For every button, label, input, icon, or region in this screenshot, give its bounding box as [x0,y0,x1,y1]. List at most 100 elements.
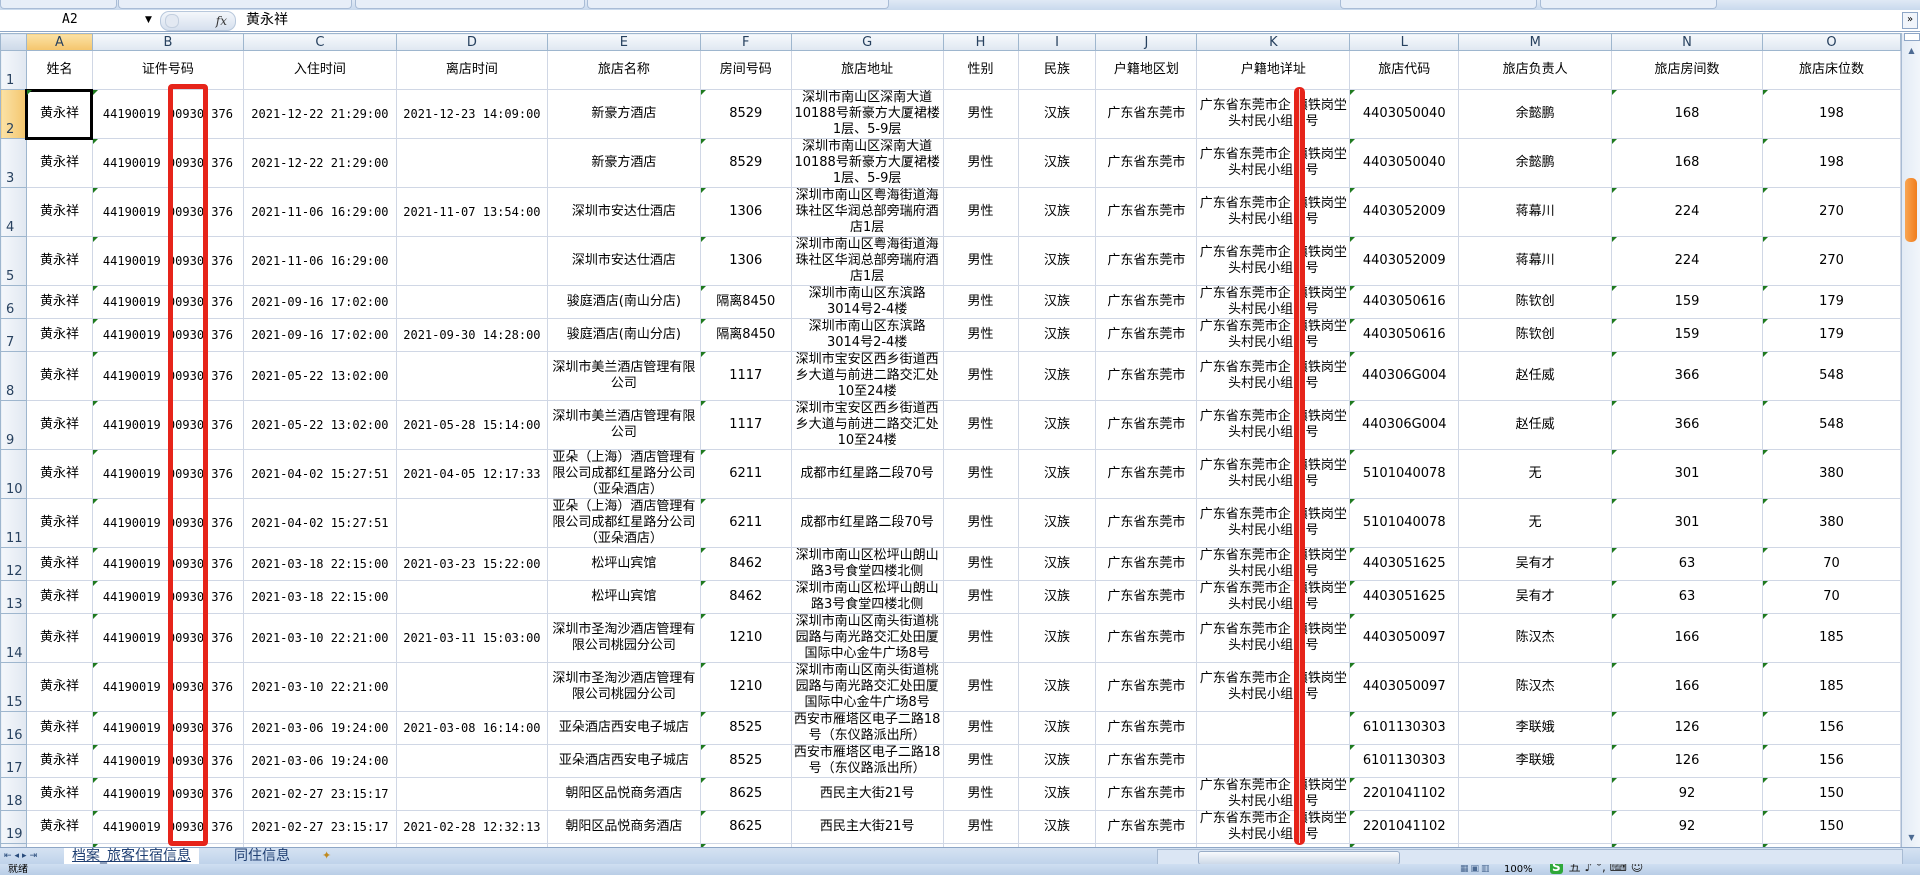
cell-n[interactable]: 166 [1611,662,1763,712]
cell-l[interactable]: 5101040078 [1349,498,1460,548]
cell-e[interactable]: 朝阳区品悦商务酒店 [546,777,701,811]
row-header[interactable]: 16 [0,711,27,745]
cell-a[interactable]: 黄永祥 [25,285,93,319]
cell-g[interactable]: 深圳市南山区粤海街道海珠社区华润总部旁瑞府酒店1层 [790,187,944,237]
column-header[interactable]: A [25,33,93,51]
cell-f[interactable]: 8525 [699,711,792,745]
row-header[interactable]: 6 [0,285,27,319]
cell-b[interactable]: 44190019 00930 376 [91,547,244,581]
row-header[interactable]: 3 [0,138,27,188]
cell-k[interactable]: 广东省东莞市企 镇铁岗坣头村民小组 0号 [1196,547,1351,581]
cell-o[interactable]: 548 [1761,351,1901,401]
column-title-cell[interactable]: 证件号码 [91,50,244,90]
cell-m[interactable]: 吴有才 [1458,547,1613,581]
column-header[interactable]: G [790,33,944,51]
cell-k[interactable] [1196,744,1351,778]
cell-a[interactable]: 黄永祥 [25,351,93,401]
cell-a[interactable]: 黄永祥 [25,138,93,188]
cell-m[interactable]: 吴有才 [1458,580,1613,614]
cell-i[interactable]: 汉族 [1017,662,1097,712]
cell-f[interactable]: 1306 [699,187,792,237]
cell-g[interactable]: 西民主大街21号 [790,777,944,811]
cell-l[interactable]: 4403052009 [1349,187,1460,237]
cell-k[interactable]: 广东省东莞市企 镇铁岗坣头村民小组 0号 [1196,285,1351,319]
row-header[interactable]: 18 [0,777,27,811]
formula-cancel-icon[interactable] [165,14,179,28]
cell-k[interactable]: 广东省东莞市企 镇铁岗坣头村民小组 0号 [1196,318,1351,352]
cell-f[interactable]: 8462 [699,547,792,581]
cell-c[interactable]: 2021-05-22 13:02:00 [242,400,397,450]
cell-g[interactable]: 成都市红星路二段70号 [790,498,944,548]
cell-i[interactable]: 汉族 [1017,777,1097,811]
cell-l[interactable]: 6101130303 [1349,711,1460,745]
cell-o[interactable]: 380 [1761,449,1901,499]
cell-i[interactable]: 汉族 [1017,613,1097,663]
cell-m[interactable]: 无 [1458,449,1613,499]
cell-c[interactable]: 2021-09-16 17:02:00 [242,318,397,352]
cell-g[interactable]: 成都市红星路二段70号 [790,449,944,499]
cell-h[interactable]: 男性 [942,138,1019,188]
cell-b[interactable]: 44190019 00930 376 [91,810,244,844]
cell-c[interactable]: 2021-11-06 16:29:00 [242,236,397,286]
cell-i[interactable]: 汉族 [1017,810,1097,844]
cell-m[interactable]: 陈钦创 [1458,318,1613,352]
cell-n[interactable]: 63 [1611,580,1763,614]
cell-n[interactable]: 224 [1611,187,1763,237]
column-header[interactable]: H [942,33,1019,51]
column-header[interactable]: B [91,33,244,51]
cell-g[interactable]: 深圳市南山区东滨路3014号2-4楼 [790,318,944,352]
column-title-cell[interactable]: 旅店地址 [790,50,944,90]
cell-f[interactable]: 1210 [699,662,792,712]
cell-d[interactable]: 2021-03-23 15:22:00 [395,547,548,581]
scroll-up-icon[interactable]: ▲ [1908,46,1915,55]
split-handle[interactable] [1904,33,1920,41]
cell-a[interactable]: 黄永祥 [25,810,93,844]
cell-g[interactable]: 深圳市南山区南头街道桃园路与南光路交汇处田厦国际中心金牛广场8号 [790,662,944,712]
row-header[interactable]: 17 [0,744,27,778]
cell-b[interactable]: 44190019 00930 376 [91,285,244,319]
cell-k[interactable]: 广东省东莞市企 镇铁岗坣头村民小组 0号 [1196,400,1351,450]
cell-a[interactable]: 黄永祥 [25,318,93,352]
cell-o[interactable]: 156 [1761,711,1901,745]
cell-e[interactable]: 深圳市安达仕酒店 [546,187,701,237]
cell-o[interactable]: 179 [1761,285,1901,319]
cell-n[interactable]: 166 [1611,613,1763,663]
cell-b[interactable]: 44190019 00930 376 [91,89,244,139]
cell-h[interactable]: 男性 [942,400,1019,450]
cell-o[interactable]: 380 [1761,498,1901,548]
row-header[interactable]: 5 [0,236,27,286]
cell-j[interactable]: 广东省东莞市 [1095,449,1198,499]
cell-o[interactable]: 198 [1761,89,1901,139]
column-title-cell[interactable]: 入住时间 [242,50,397,90]
column-title-cell[interactable]: 姓名 [25,50,93,90]
cell-g[interactable]: 深圳市南山区粤海街道海珠社区华润总部旁瑞府酒店1层 [790,236,944,286]
cell-m[interactable]: 陈汉杰 [1458,662,1613,712]
cell-d[interactable] [395,744,548,778]
cell-n[interactable]: 168 [1611,138,1763,188]
column-header[interactable]: L [1349,33,1460,51]
cell-o[interactable]: 198 [1761,138,1901,188]
column-header[interactable]: F [699,33,792,51]
cell-d[interactable] [395,777,548,811]
cell-d[interactable] [395,285,548,319]
vertical-scrollbar[interactable]: ▲ ▼ [1901,33,1920,847]
cell-c[interactable]: 2021-02-27 23:15:17 [242,810,397,844]
cell-n[interactable]: 92 [1611,810,1763,844]
cell-o[interactable]: 270 [1761,236,1901,286]
cell-i[interactable]: 汉族 [1017,580,1097,614]
cell-n[interactable]: 168 [1611,89,1763,139]
cell-j[interactable]: 广东省东莞市 [1095,613,1198,663]
cell-h[interactable]: 男性 [942,449,1019,499]
cell-m[interactable]: 余懿鹏 [1458,138,1613,188]
cell-b[interactable]: 44190019 00930 376 [91,498,244,548]
cell-a[interactable]: 黄永祥 [25,777,93,811]
cell-k[interactable]: 广东省东莞市企 镇铁岗坣头村民小组 0号 [1196,236,1351,286]
row-header[interactable]: 14 [0,613,27,663]
cell-m[interactable]: 陈钦创 [1458,285,1613,319]
cell-n[interactable]: 159 [1611,318,1763,352]
cell-f[interactable]: 8625 [699,777,792,811]
cell-n[interactable]: 301 [1611,449,1763,499]
cell-l[interactable]: 4403050040 [1349,89,1460,139]
cell-c[interactable]: 2021-03-06 19:24:00 [242,744,397,778]
